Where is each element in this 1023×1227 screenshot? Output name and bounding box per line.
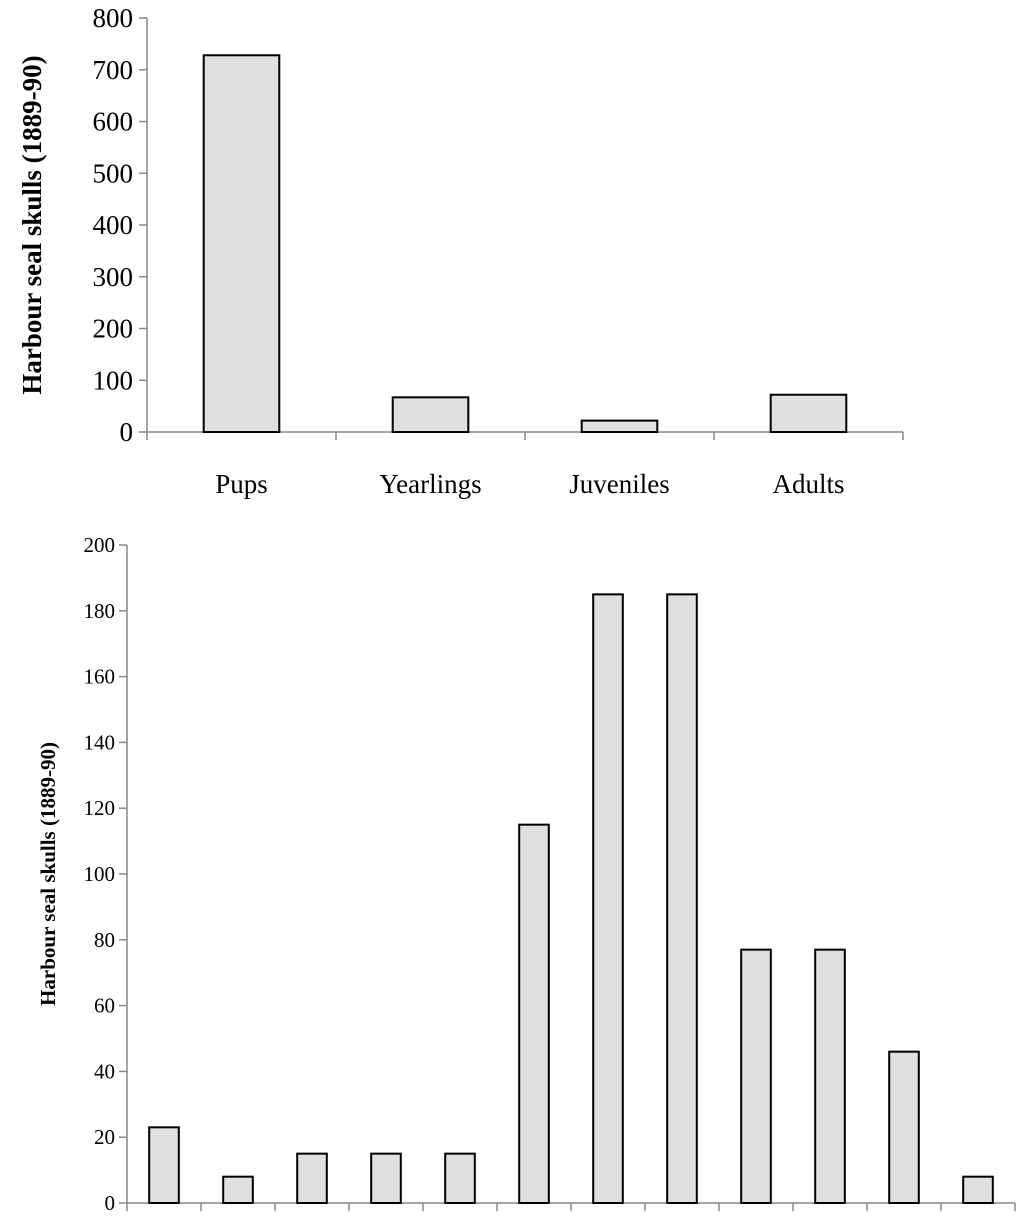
y-tick-label: 700 — [93, 55, 134, 85]
y-tick-label: 0 — [105, 1191, 116, 1215]
bar-pups — [202, 54, 281, 433]
y-tick-label: 400 — [93, 210, 134, 240]
y-axis-title: Harbour seal skulls (1889-90) — [17, 55, 47, 394]
bar-april — [370, 1152, 402, 1205]
x-tick-label: Jan — [150, 1223, 178, 1227]
y-axis-title: Harbour seal skulls (1889-90) — [36, 742, 60, 1006]
x-tick-label: July — [590, 1223, 626, 1227]
bar-dec — [962, 1175, 994, 1205]
bar-okt — [814, 948, 846, 1204]
chart-age-class: 0 100 200 300 400 500 600 700 800 Pups Yearlings Ju… — [17, 3, 904, 499]
bar-june — [518, 823, 550, 1205]
bar-march — [296, 1152, 328, 1205]
y-tick-label: 500 — [93, 158, 134, 188]
y-tick-label: 140 — [84, 730, 116, 754]
x-tick-label: Aug — [664, 1223, 701, 1227]
bar-sept — [740, 948, 772, 1204]
bar-yearlings — [391, 396, 470, 434]
y-tick-label: 300 — [93, 262, 134, 292]
x-tick-label: Nov — [886, 1223, 923, 1227]
y-tick-label: 100 — [93, 365, 134, 395]
bar-juveniles — [580, 419, 659, 433]
bar-feb — [222, 1175, 254, 1205]
x-tick-label: Adults — [772, 469, 844, 499]
y-tick-label: 60 — [94, 994, 115, 1018]
y-tick-label: 200 — [84, 533, 116, 557]
chart-monthly: 0 20 40 60 80 100 120 140 160 180 200 Jan Feb March Ap… — [36, 533, 1016, 1227]
x-tick-label: Dec — [961, 1223, 995, 1227]
y-tick-label: 40 — [94, 1059, 115, 1083]
x-tick-label: Pups — [215, 469, 268, 499]
bar-may — [444, 1152, 476, 1205]
x-tick-label: Okt — [814, 1223, 846, 1227]
x-tick-label: May — [441, 1223, 480, 1227]
y-tick-label: 100 — [84, 862, 116, 886]
y-tick-label: 120 — [84, 796, 116, 820]
y-tick-label: 600 — [93, 107, 134, 137]
x-tick-label: Juveniles — [569, 469, 670, 499]
y-tick-label: 20 — [94, 1125, 115, 1149]
y-tick-label: 800 — [93, 3, 134, 33]
bar-aug — [666, 593, 698, 1204]
x-tick-label: Yearlings — [379, 469, 481, 499]
y-tick-label: 200 — [93, 314, 134, 344]
y-tick-label: 180 — [84, 599, 116, 623]
bar-jan — [148, 1126, 180, 1204]
bar-nov — [888, 1050, 920, 1205]
x-tick-label: March — [285, 1223, 340, 1227]
x-tick-label: Sept — [737, 1223, 775, 1227]
bar-july — [592, 593, 624, 1204]
x-tick-label: April — [364, 1223, 408, 1227]
x-tick-label: Feb — [222, 1223, 254, 1227]
y-tick-label: 80 — [94, 928, 115, 952]
y-tick-label: 160 — [84, 665, 116, 689]
y-tick-label: 0 — [120, 417, 134, 447]
x-tick-label: June — [515, 1223, 554, 1227]
bar-adults — [769, 393, 848, 433]
